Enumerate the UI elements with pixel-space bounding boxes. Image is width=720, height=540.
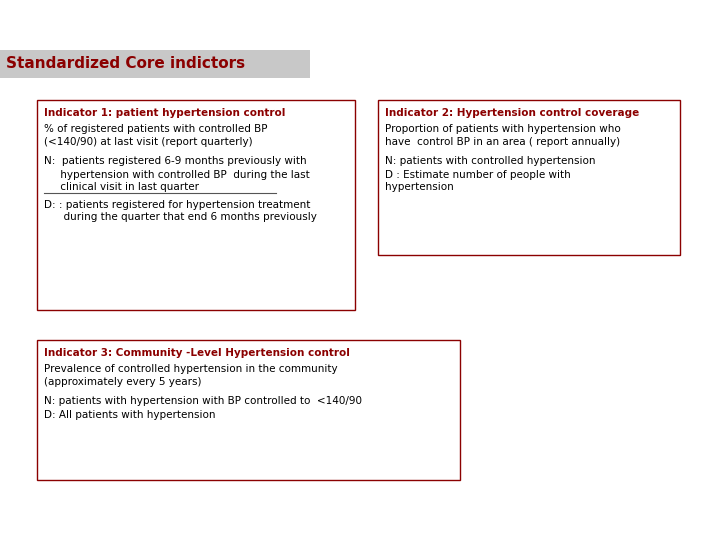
Text: Standardized Core indictors: Standardized Core indictors (6, 57, 245, 71)
Text: during the quarter that end 6 months previously: during the quarter that end 6 months pre… (44, 213, 317, 222)
Text: Indicator 3: Community -Level Hypertension control: Indicator 3: Community -Level Hypertensi… (44, 348, 350, 358)
Text: Proportion of patients with hypertension who: Proportion of patients with hypertension… (385, 124, 621, 134)
Text: D : Estimate number of people with: D : Estimate number of people with (385, 170, 571, 179)
FancyBboxPatch shape (37, 340, 460, 480)
Text: D: : patients registered for hypertension treatment: D: : patients registered for hypertensio… (44, 199, 310, 210)
Text: N: patients with controlled hypertension: N: patients with controlled hypertension (385, 157, 595, 166)
Text: clinical visit in last quarter: clinical visit in last quarter (44, 183, 199, 192)
Text: hypertension: hypertension (385, 183, 454, 192)
Text: N: patients with hypertension with BP controlled to  <140/90: N: patients with hypertension with BP co… (44, 396, 362, 407)
Text: Indicator 2: Hypertension control coverage: Indicator 2: Hypertension control covera… (385, 108, 639, 118)
Text: (<140/90) at last visit (report quarterly): (<140/90) at last visit (report quarterl… (44, 137, 253, 147)
Text: % of registered patients with controlled BP: % of registered patients with controlled… (44, 124, 268, 134)
Text: hypertension with controlled BP  during the last: hypertension with controlled BP during t… (44, 170, 310, 179)
Text: D: All patients with hypertension: D: All patients with hypertension (44, 409, 215, 420)
Text: N:  patients registered 6-9 months previously with: N: patients registered 6-9 months previo… (44, 157, 307, 166)
FancyBboxPatch shape (0, 50, 310, 78)
Text: have  control BP in an area ( report annually): have control BP in an area ( report annu… (385, 137, 620, 147)
FancyBboxPatch shape (37, 100, 355, 310)
Text: (approximately every 5 years): (approximately every 5 years) (44, 377, 202, 387)
Text: Prevalence of controlled hypertension in the community: Prevalence of controlled hypertension in… (44, 364, 338, 374)
Text: Indicator 1: patient hypertension control: Indicator 1: patient hypertension contro… (44, 108, 285, 118)
FancyBboxPatch shape (378, 100, 680, 255)
